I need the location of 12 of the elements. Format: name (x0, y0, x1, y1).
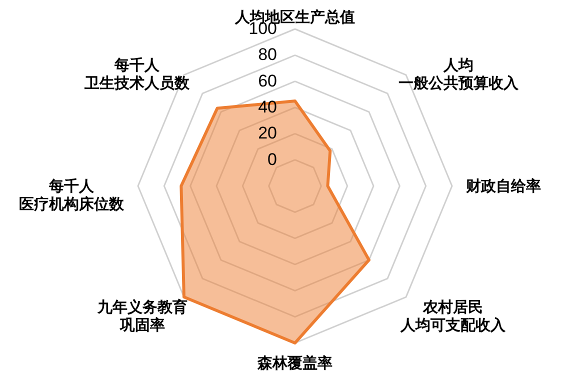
y-tick-label: 20 (258, 124, 277, 143)
spoke-label: 九年义务教育巩固率 (96, 298, 188, 334)
spoke-label: 农村居民人均可支配收入 (400, 298, 507, 334)
spoke-label: 每千人卫生技术人员数 (83, 56, 190, 92)
y-tick-label: 40 (258, 98, 277, 116)
y-tick-label: 60 (258, 71, 277, 90)
spoke-label: 森林覆盖率 (256, 354, 332, 372)
spoke-label: 每千人医疗机构床位数 (19, 177, 125, 213)
spoke-label: 财政自给率 (465, 177, 541, 195)
spoke-label: 人均一般公共预算收入 (398, 56, 520, 92)
y-tick-label: 0 (268, 150, 277, 169)
y-tick-label: 80 (258, 45, 277, 64)
